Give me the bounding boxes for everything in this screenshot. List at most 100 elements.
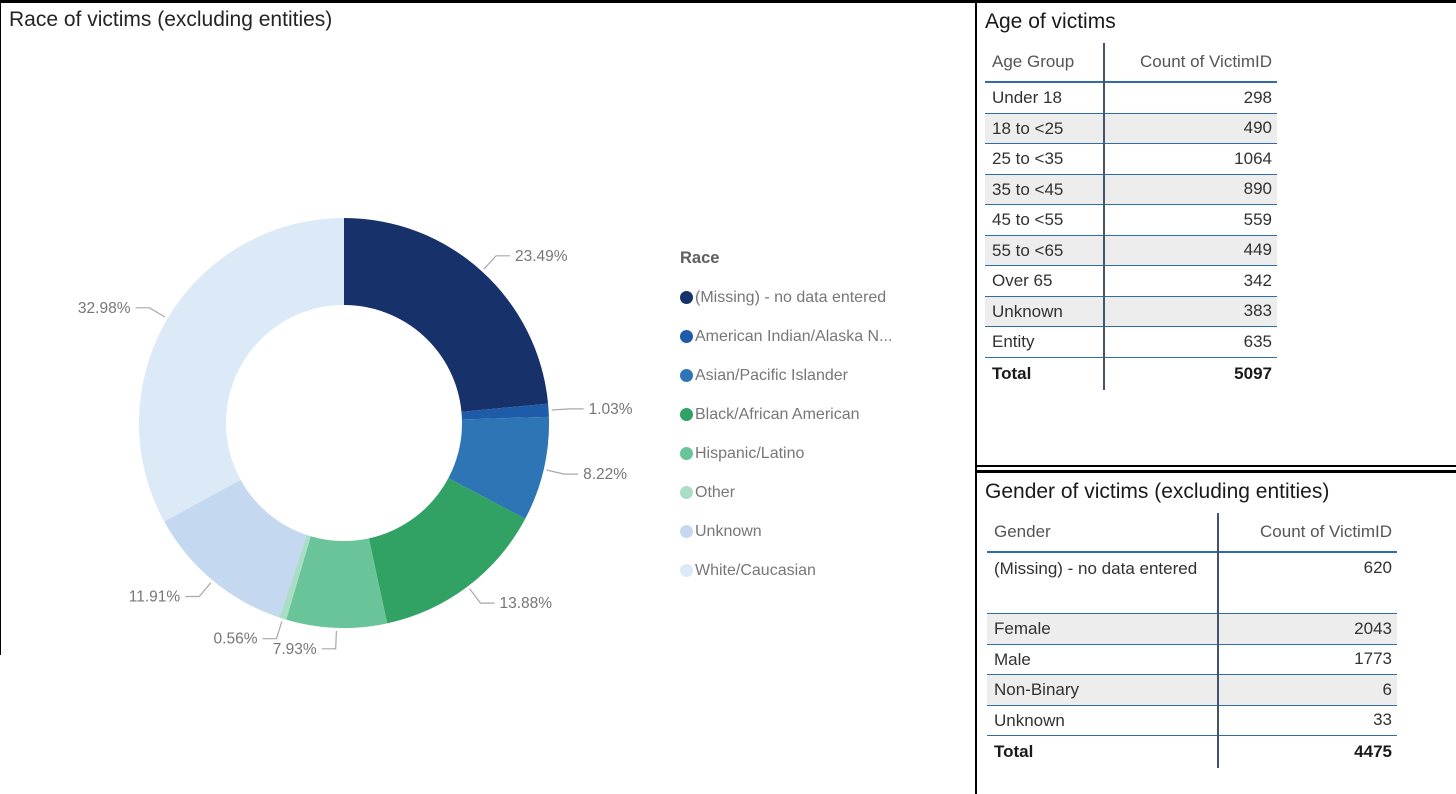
label-leader-line	[546, 469, 579, 475]
row-value: 383	[1243, 301, 1272, 321]
age-col-header-count[interactable]: Count of VictimID	[1140, 52, 1272, 71]
donut-slice-7[interactable]	[138, 218, 344, 522]
table-row[interactable]: Entity 635	[985, 327, 1277, 358]
table-row[interactable]: Under 18 298	[985, 83, 1277, 114]
label-leader-line	[483, 255, 510, 270]
gender-col-header-gender[interactable]: Gender	[994, 522, 1051, 542]
table-row[interactable]: 55 to <65 449	[985, 235, 1277, 266]
table-row[interactable]: Unknown 33	[987, 706, 1397, 736]
donut-slice-5[interactable]	[279, 534, 311, 620]
legend-dot-icon	[680, 408, 693, 421]
table-row[interactable]: Male 1773	[987, 645, 1397, 675]
legend-dot-icon	[680, 525, 693, 538]
donut-slice-2[interactable]	[448, 416, 550, 519]
row-value: 635	[1243, 331, 1272, 351]
legend-item-3[interactable]: Black/African American	[680, 395, 970, 434]
legend-item-0[interactable]: (Missing) - no data entered	[680, 278, 970, 317]
table-row[interactable]: Non-Binary 6	[987, 675, 1397, 706]
row-value: 298	[1243, 87, 1272, 107]
slice-percent-label: 32.98%	[78, 300, 131, 317]
legend-item-label: Unknown	[695, 522, 762, 540]
table-row[interactable]: Female 2043	[987, 614, 1397, 645]
row-label: 35 to <45	[992, 179, 1064, 199]
label-leader-line	[185, 582, 212, 598]
legend-dot-icon	[680, 369, 693, 382]
row-value: 620	[1363, 558, 1392, 577]
column-divider	[1103, 43, 1105, 390]
legend-dot-icon	[680, 564, 693, 577]
donut-slice-6[interactable]	[164, 479, 307, 618]
race-chart-panel: Race of victims (excluding entities) 23.…	[1, 3, 975, 794]
legend-item-label: Hispanic/Latino	[695, 444, 805, 462]
column-divider	[1217, 513, 1219, 768]
legend-dot-icon	[680, 291, 693, 304]
age-table-header: Age Group Count of VictimID	[985, 43, 1277, 83]
age-col-header-age-group[interactable]: Age Group	[992, 52, 1075, 72]
row-value: 490	[1243, 118, 1272, 138]
row-label: 25 to <35	[992, 149, 1064, 169]
vertical-divider-line	[975, 0, 977, 794]
slice-percent-label: 13.88%	[500, 595, 553, 612]
age-table-total-row[interactable]: Total 5097	[985, 358, 1277, 390]
table-row[interactable]: (Missing) - no data entered 620	[987, 553, 1397, 614]
legend-item-2[interactable]: Asian/Pacific Islander	[680, 356, 970, 395]
race-chart-title: Race of victims (excluding entities)	[9, 8, 333, 31]
total-value: 4475	[1354, 742, 1392, 761]
slice-percent-label: 0.56%	[214, 631, 258, 648]
gender-table-body: (Missing) - no data entered 620 Female 2043…	[987, 553, 1397, 736]
total-label: Total	[994, 742, 1034, 762]
slice-percent-label: 1.03%	[589, 401, 633, 418]
gender-table-header: Gender Count of VictimID	[987, 513, 1397, 553]
left-border-line	[0, 0, 1, 655]
slice-percent-label: 8.22%	[583, 466, 627, 483]
row-label: Male	[994, 649, 1031, 669]
table-row[interactable]: 45 to <55 559	[985, 205, 1277, 236]
row-label: Entity	[992, 332, 1035, 352]
donut-slice-1[interactable]	[461, 403, 549, 420]
legend-item-label: Other	[695, 483, 736, 501]
label-leader-line	[321, 630, 337, 650]
donut-slice-0[interactable]	[344, 218, 549, 412]
legend-item-5[interactable]: Other	[680, 473, 970, 512]
row-value: 2043	[1354, 618, 1392, 638]
table-row[interactable]: 18 to <25 490	[985, 113, 1277, 144]
label-leader-line	[551, 408, 584, 411]
race-donut-chart: 23.49% 1.03% 8.22% 13.88% 7.93% 0.56% 11.91% 32…	[78, 218, 633, 658]
row-value: 559	[1243, 209, 1272, 229]
donut-slice-3[interactable]	[368, 478, 526, 624]
gender-col-header-count[interactable]: Count of VictimID	[1260, 522, 1392, 541]
legend-item-4[interactable]: Hispanic/Latino	[680, 434, 970, 473]
row-label: Unknown	[994, 710, 1065, 730]
donut-slice-4[interactable]	[286, 536, 388, 628]
table-row[interactable]: 25 to <35 1064	[985, 144, 1277, 175]
legend-item-1[interactable]: American Indian/Alaska N...	[680, 317, 970, 356]
top-border-line	[0, 0, 1456, 3]
legend-dot-icon	[680, 486, 693, 499]
legend-items: (Missing) - no data entered American Indi…	[680, 278, 970, 590]
label-leader-line	[469, 588, 495, 604]
race-legend: Race (Missing) - no data entered American…	[680, 249, 970, 590]
gender-table-total-row[interactable]: Total 4475	[987, 736, 1397, 768]
age-panel-title: Age of victims	[985, 10, 1116, 33]
row-value: 890	[1243, 179, 1272, 199]
row-value: 342	[1243, 270, 1272, 290]
total-value: 5097	[1234, 363, 1272, 383]
slice-percent-label: 23.49%	[515, 248, 568, 265]
label-leader-line	[262, 621, 283, 640]
row-label: Over 65	[992, 271, 1053, 291]
table-row[interactable]: Over 65 342	[985, 266, 1277, 297]
legend-item-6[interactable]: Unknown	[680, 512, 970, 551]
table-row[interactable]: 35 to <45 890	[985, 174, 1277, 205]
row-label: Under 18	[992, 88, 1062, 108]
row-label: Non-Binary	[994, 680, 1080, 700]
row-value: 1773	[1354, 649, 1392, 669]
row-label: Female	[994, 619, 1051, 639]
table-row[interactable]: Unknown 383	[985, 296, 1277, 327]
legend-item-label: Asian/Pacific Islander	[695, 366, 848, 384]
legend-item-7[interactable]: White/Caucasian	[680, 551, 970, 590]
label-leader-line	[135, 307, 166, 318]
age-panel: Age of victims Age Group Count of Victim…	[977, 3, 1456, 467]
row-value: 449	[1243, 240, 1272, 260]
gender-panel: Gender of victims (excluding entities) G…	[977, 470, 1456, 794]
